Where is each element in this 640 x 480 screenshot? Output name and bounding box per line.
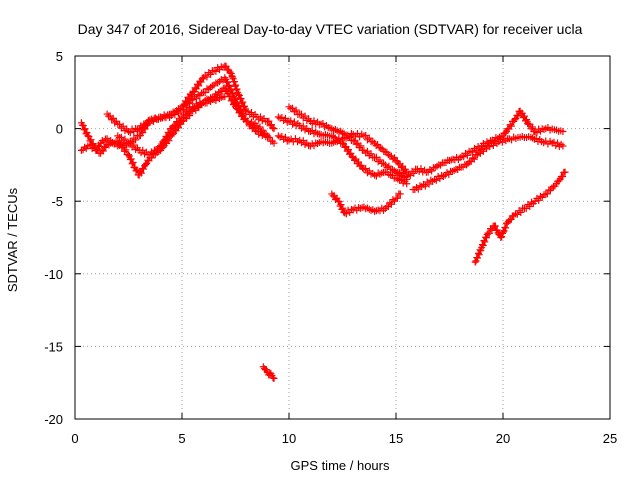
x-axis-label: GPS time / hours <box>291 458 390 473</box>
data-point <box>111 119 118 126</box>
y-tick-label: -15 <box>44 339 63 354</box>
data-point <box>286 103 293 110</box>
data-point <box>389 196 396 203</box>
y-tick-label: 5 <box>56 49 63 64</box>
chart: 0 5 10 15 20 25 -20 -15 -10 -5 0 5 Day 347 of 2016,… <box>0 0 640 480</box>
y-tick-label: -10 <box>44 267 63 282</box>
axis-ticks: 0 5 10 15 20 25 -20 -15 -10 -5 0 5 <box>44 49 617 446</box>
data-point <box>433 177 440 184</box>
data-point <box>114 132 121 139</box>
data-point <box>544 190 551 197</box>
x-tick-label: 15 <box>389 431 403 446</box>
grid <box>75 56 610 419</box>
chart-title: Day 347 of 2016, Sidereal Day-to-day VTE… <box>78 21 583 37</box>
x-tick-label: 25 <box>603 431 617 446</box>
x-tick-label: 20 <box>496 431 510 446</box>
data-points <box>78 63 569 382</box>
plot-svg: 0 5 10 15 20 25 -20 -15 -10 -5 0 5 Day 347 of 2016,… <box>0 0 640 480</box>
data-point <box>386 199 393 206</box>
x-tick-label: 0 <box>71 431 78 446</box>
data-point <box>202 89 209 96</box>
data-point <box>293 107 300 114</box>
y-tick-label: 0 <box>56 122 63 137</box>
data-point <box>551 139 558 146</box>
x-tick-label: 10 <box>282 431 296 446</box>
data-point <box>289 105 296 112</box>
y-axis-label: SDTVAR / TECUs <box>5 187 20 292</box>
data-point <box>369 138 376 145</box>
data-point <box>533 129 540 136</box>
y-tick-label: -20 <box>44 412 63 427</box>
data-point <box>434 163 441 170</box>
data-point <box>141 150 148 157</box>
data-point <box>353 141 360 148</box>
y-tick-label: -5 <box>51 194 63 209</box>
data-point <box>108 116 115 123</box>
data-point <box>302 141 309 148</box>
x-tick-label: 5 <box>178 431 185 446</box>
data-point <box>302 127 309 134</box>
data-point <box>378 169 385 176</box>
data-point <box>428 167 435 174</box>
data-point <box>451 167 458 174</box>
plot-frame <box>75 56 610 419</box>
